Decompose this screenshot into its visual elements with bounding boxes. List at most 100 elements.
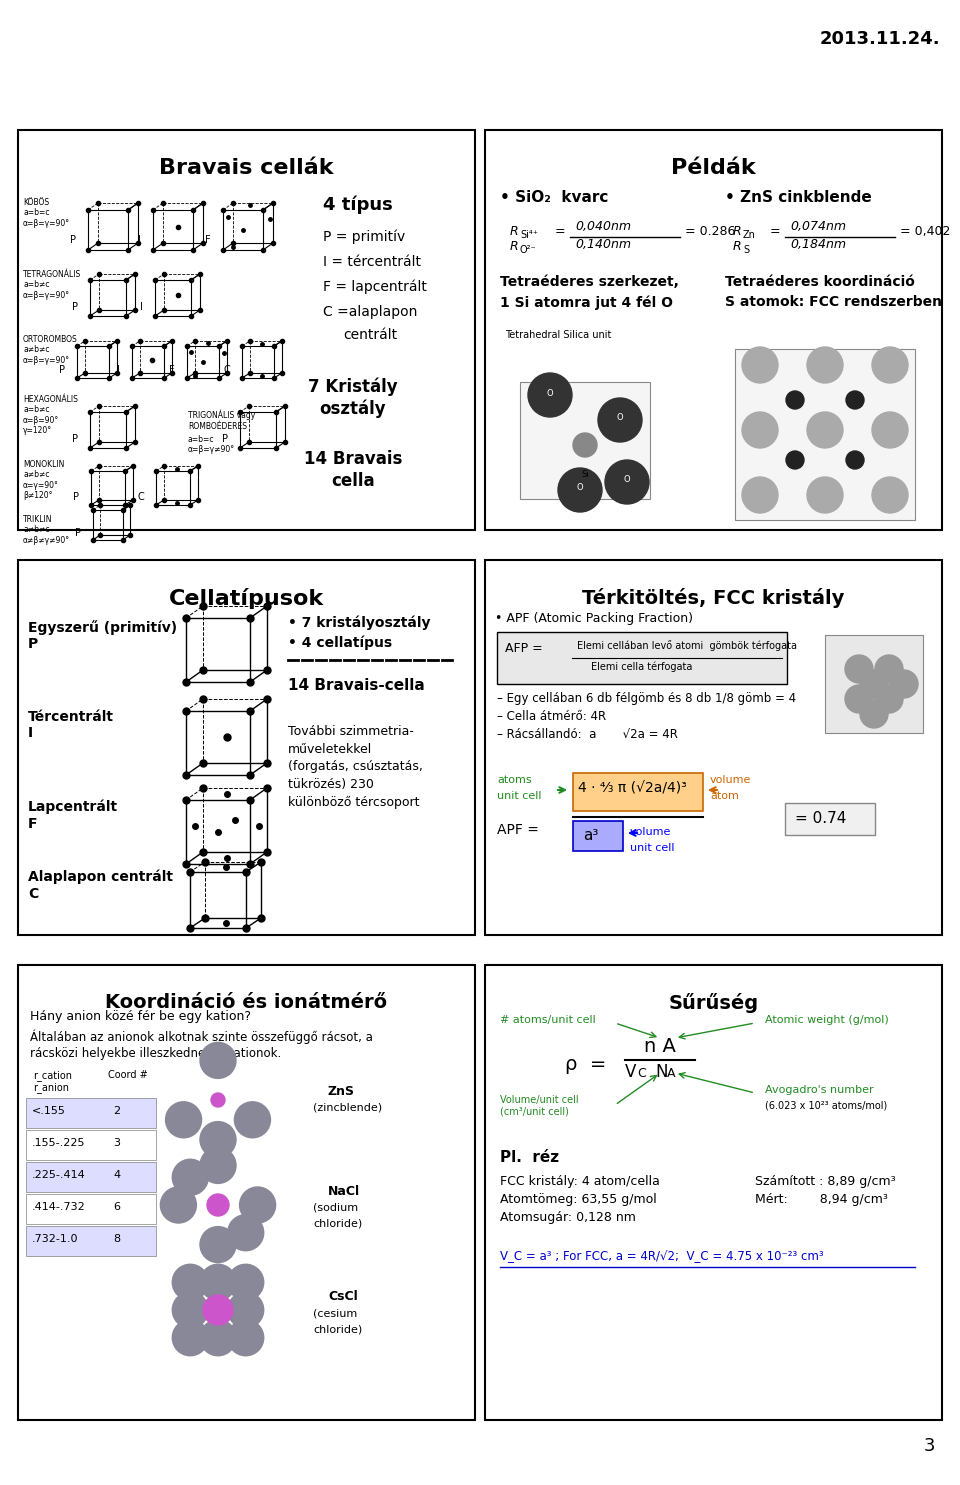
Text: (forgatás, csúsztatás,: (forgatás, csúsztatás,: [288, 760, 422, 774]
Text: Lapcentrált
F: Lapcentrált F: [28, 800, 118, 830]
Text: Koordináció és ionátmérő: Koordináció és ionátmérő: [106, 993, 388, 1011]
Text: I: I: [140, 301, 143, 312]
Text: KÖBÖS
a=b=c
α=β=γ=90°: KÖBÖS a=b=c α=β=γ=90°: [23, 198, 70, 227]
Text: MONOKLIN
a≠b≠c
α=γ=90°
β≠120°: MONOKLIN a≠b≠c α=γ=90° β≠120°: [23, 460, 64, 500]
Bar: [735, 349, 915, 520]
Text: volume: volume: [710, 775, 752, 786]
Text: Bravais cellák: Bravais cellák: [159, 157, 334, 178]
Text: atom: atom: [710, 792, 739, 800]
Text: 0,040nm: 0,040nm: [575, 220, 631, 233]
Text: cella: cella: [331, 472, 374, 490]
Circle shape: [172, 1320, 208, 1356]
Text: 1 Si atomra jut 4 fél O: 1 Si atomra jut 4 fél O: [500, 296, 673, 309]
Circle shape: [860, 670, 888, 698]
Circle shape: [872, 411, 908, 448]
Text: O: O: [577, 484, 584, 493]
Text: R: R: [510, 241, 518, 252]
Text: P: P: [222, 434, 228, 444]
Text: = 0.286: = 0.286: [685, 226, 735, 238]
Text: R: R: [510, 226, 518, 238]
Circle shape: [172, 1292, 208, 1328]
Bar: [497, 633, 787, 685]
Text: .414-.732: .414-.732: [32, 1201, 85, 1212]
Text: – Rácsállandó:  a       √2a = 4R: – Rácsállandó: a √2a = 4R: [497, 728, 678, 741]
Text: F: F: [205, 235, 211, 245]
Text: P: P: [59, 365, 65, 376]
Bar: [26, 1130, 156, 1160]
Text: I = tércentrált: I = tércentrált: [323, 255, 421, 269]
Circle shape: [200, 1121, 236, 1158]
Circle shape: [200, 1264, 236, 1301]
Text: chloride): chloride): [313, 1219, 362, 1230]
Circle shape: [234, 1102, 271, 1138]
Text: Elemi cella térfogata: Elemi cella térfogata: [591, 662, 693, 673]
Text: rácsközi helyekbe illeszkednek a kationok.: rácsközi helyekbe illeszkednek a kationo…: [30, 1047, 281, 1060]
Text: C: C: [137, 492, 144, 502]
Text: F = lapcentrált: F = lapcentrált: [323, 281, 427, 294]
Text: • ZnS cinkblende: • ZnS cinkblende: [725, 190, 872, 205]
Text: TRIKLIN
a≠b≠c
α≠β≠γ≠90°: TRIKLIN a≠b≠c α≠β≠γ≠90°: [23, 515, 70, 545]
Text: atoms: atoms: [497, 775, 532, 786]
Circle shape: [160, 1187, 197, 1224]
Circle shape: [875, 685, 903, 713]
Text: – Egy cellában 6 db félgömb és 8 db 1/8 gömb = 4: – Egy cellában 6 db félgömb és 8 db 1/8 …: [497, 692, 796, 705]
Text: .225-.414: .225-.414: [32, 1170, 85, 1181]
Text: Sűrűség: Sűrűség: [668, 993, 758, 1013]
Text: = 0,402: = 0,402: [900, 226, 950, 238]
Circle shape: [228, 1320, 264, 1356]
Circle shape: [558, 468, 602, 512]
Text: Volume/unit cell
(cm³/unit cell): Volume/unit cell (cm³/unit cell): [500, 1094, 579, 1117]
Bar: [485, 560, 942, 936]
Text: Egyszerű (primitív)
P: Egyszerű (primitív) P: [28, 621, 178, 650]
Text: Avogadro's number: Avogadro's number: [765, 1086, 874, 1094]
Text: 14 Bravais-cella: 14 Bravais-cella: [288, 679, 424, 693]
Bar: [825, 636, 923, 734]
Text: 0,140nm: 0,140nm: [575, 238, 631, 251]
Text: a³: a³: [583, 829, 598, 843]
Text: TETRAGONÁLIS
a=b≠c
α=β=γ=90°: TETRAGONÁLIS a=b≠c α=β=γ=90°: [23, 270, 82, 300]
Text: Példák: Példák: [671, 157, 756, 178]
Circle shape: [846, 391, 864, 408]
Text: További szimmetria-: További szimmetria-: [288, 725, 414, 738]
Text: S: S: [743, 245, 749, 255]
Text: n A: n A: [644, 1037, 676, 1056]
Text: V_C = a³ ; For FCC, a = 4R/√2;  V_C = 4.75 x 10⁻²³ cm³: V_C = a³ ; For FCC, a = 4R/√2; V_C = 4.7…: [500, 1250, 824, 1264]
Text: V: V: [625, 1063, 636, 1081]
Circle shape: [742, 411, 778, 448]
Circle shape: [875, 655, 903, 683]
Text: (zincblende): (zincblende): [313, 1103, 382, 1112]
Circle shape: [807, 347, 843, 383]
Circle shape: [200, 1227, 236, 1262]
Circle shape: [165, 1102, 202, 1138]
Text: N: N: [655, 1063, 667, 1081]
Text: .732-1.0: .732-1.0: [32, 1234, 79, 1244]
Text: O²⁻: O²⁻: [520, 245, 537, 255]
Circle shape: [890, 670, 918, 698]
Bar: [573, 821, 623, 851]
Circle shape: [528, 373, 572, 417]
Text: =: =: [555, 226, 565, 238]
Text: Cellatípusok: Cellatípusok: [169, 588, 324, 609]
Text: NaCl: NaCl: [328, 1185, 360, 1198]
Circle shape: [598, 398, 642, 443]
Bar: [485, 965, 942, 1420]
Circle shape: [172, 1264, 208, 1301]
Circle shape: [860, 699, 888, 728]
Text: Atomtömeg: 63,55 g/mol: Atomtömeg: 63,55 g/mol: [500, 1192, 657, 1206]
Text: 0,184nm: 0,184nm: [790, 238, 846, 251]
Text: ρ  =: ρ =: [565, 1054, 607, 1074]
Text: C: C: [637, 1068, 646, 1080]
Circle shape: [573, 434, 597, 457]
Circle shape: [200, 1042, 236, 1078]
Text: Számított : 8,89 g/cm³: Számított : 8,89 g/cm³: [755, 1175, 896, 1188]
Circle shape: [228, 1292, 264, 1328]
Text: • APF (Atomic Packing Fraction): • APF (Atomic Packing Fraction): [495, 612, 693, 625]
Text: Si⁴⁺: Si⁴⁺: [520, 230, 538, 241]
Bar: [18, 560, 475, 936]
Text: chloride): chloride): [313, 1325, 362, 1334]
Text: A: A: [667, 1068, 676, 1080]
Text: O: O: [624, 475, 631, 484]
Text: S atomok: FCC rendszerben: S atomok: FCC rendszerben: [725, 296, 942, 309]
Text: <.155: <.155: [32, 1106, 66, 1117]
Text: P: P: [75, 527, 81, 538]
